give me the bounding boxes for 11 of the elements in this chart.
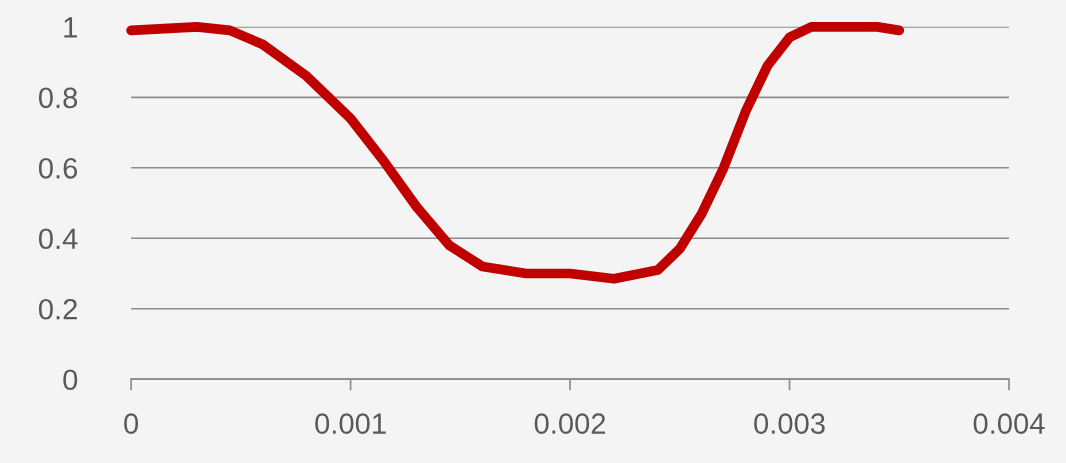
y-tick-label: 0.2 xyxy=(38,298,77,320)
x-tick-label: 0.001 xyxy=(315,413,386,434)
y-tick-label: 0.6 xyxy=(38,157,78,179)
y-tick-label: 1 xyxy=(64,17,77,38)
x-tick-label: 0.002 xyxy=(534,413,606,434)
x-tick-label: 0.003 xyxy=(754,413,825,434)
x-tick-label: 0.004 xyxy=(973,413,1045,434)
x-tick-label: 0 xyxy=(124,413,139,434)
y-tick-label: 0 xyxy=(63,369,78,391)
y-tick-label: 0.8 xyxy=(38,87,78,109)
y-tick-label: 0.4 xyxy=(38,228,78,250)
